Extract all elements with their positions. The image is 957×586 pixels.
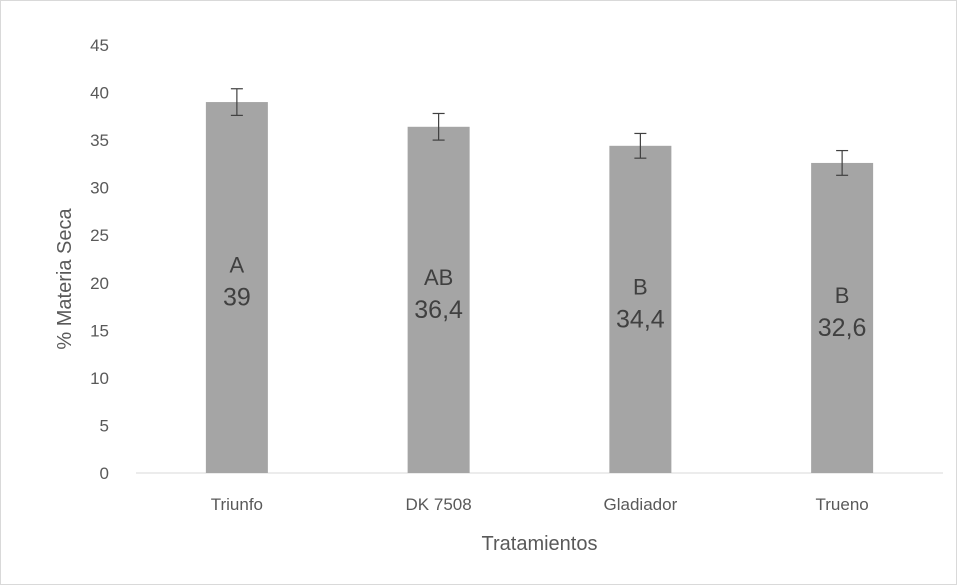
- x-tick-label: DK 7508: [406, 495, 472, 514]
- bar: [205, 102, 268, 474]
- y-tick-label: 40: [90, 84, 109, 103]
- y-tick-label: 45: [90, 36, 109, 55]
- x-axis-ticks: Triunfo DK 7508 Gladiador Trueno: [211, 495, 869, 514]
- y-tick-label: 10: [90, 369, 109, 388]
- error-bar: [634, 132, 647, 159]
- x-tick-label: Trueno: [816, 495, 869, 514]
- x-tick-label: Gladiador: [604, 495, 678, 514]
- bar-group-letter: B: [835, 283, 850, 308]
- y-tick-label: 30: [90, 179, 109, 198]
- error-bar: [432, 112, 445, 141]
- bars: A 39 AB 36,4 B 34,4 B 32,6: [205, 88, 874, 474]
- bar: [811, 162, 874, 473]
- bar-value-label: 39: [223, 284, 251, 312]
- bar: [609, 145, 672, 473]
- bar-value-label: 34,4: [616, 305, 665, 333]
- y-tick-label: 5: [100, 416, 109, 435]
- bar: [407, 126, 470, 473]
- x-axis-title: Tratamientos: [482, 533, 598, 555]
- bar-value-label: 32,6: [818, 314, 867, 342]
- y-tick-label: 0: [100, 464, 109, 483]
- y-tick-label: 25: [90, 226, 109, 245]
- bar-group-letter: AB: [424, 265, 453, 290]
- bar-group-letter: A: [230, 253, 245, 278]
- y-tick-label: 15: [90, 321, 109, 340]
- y-tick-label: 35: [90, 131, 109, 150]
- error-bar: [230, 88, 243, 116]
- y-axis-ticks: 0 5 10 15 20 25 30 35 40 45: [90, 36, 109, 483]
- y-axis-title: % Materia Seca: [54, 208, 76, 350]
- bar-value-label: 36,4: [414, 296, 463, 324]
- bar-group-letter: B: [633, 274, 648, 299]
- x-tick-label: Triunfo: [211, 495, 263, 514]
- error-bar: [836, 149, 849, 176]
- y-tick-label: 20: [90, 274, 109, 293]
